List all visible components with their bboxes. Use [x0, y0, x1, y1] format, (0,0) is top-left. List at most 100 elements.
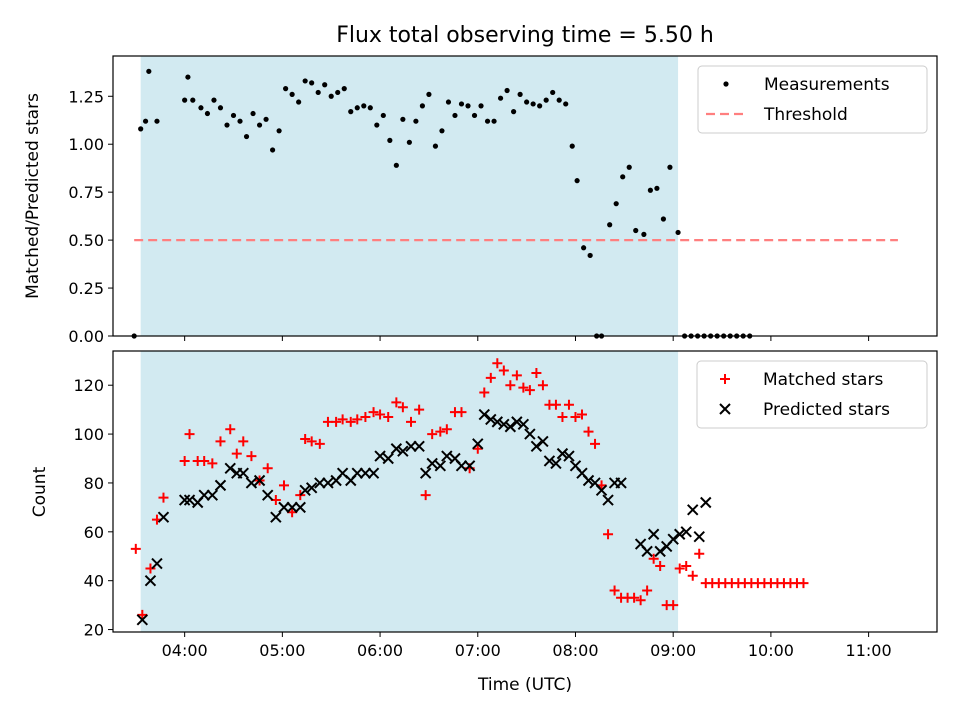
top-y-axis-label: Matched/Predicted stars [23, 93, 43, 299]
predicted-star-point [397, 445, 409, 457]
matched-star-point [331, 416, 342, 427]
predicted-star-point [543, 455, 556, 467]
measurement-point [263, 116, 269, 122]
measurement-point [142, 118, 149, 124]
predicted-star-point [595, 484, 608, 496]
bottom-panel-counts: 20 40 60 80 100 120 04:00 05:00 06:00 07:00 08:00 0… [73, 350, 938, 660]
legend-label: Threshold [763, 105, 848, 125]
matched-star-point [635, 595, 646, 606]
matched-star-point [590, 438, 601, 449]
predicted-star-point [245, 477, 258, 489]
predicted-star-point [261, 489, 274, 501]
matched-star-point [179, 455, 190, 466]
measurement-point [465, 103, 471, 109]
y-tick-label: 20 [84, 621, 104, 640]
matched-star-point [655, 561, 666, 572]
x-tick-label: 09:00 [650, 641, 696, 660]
matched-star-point [557, 411, 568, 422]
matched-star-point [456, 407, 467, 418]
measurement-point [626, 164, 632, 170]
y-tick-label: 80 [84, 474, 104, 493]
matched-star-point [246, 451, 257, 462]
matched-star-point [314, 438, 325, 449]
predicted-star-point [556, 447, 569, 460]
measurement-point [432, 143, 439, 149]
predicted-star-point [602, 494, 614, 506]
measurement-point [380, 112, 386, 119]
predicted-star-point [524, 428, 536, 440]
measurement-point [556, 97, 562, 103]
measurement-point [537, 103, 543, 109]
predicted-star-point [305, 482, 318, 494]
x-tick-label: 05:00 [259, 641, 305, 660]
y-tick-label: 1.25 [68, 87, 104, 106]
measurement-point [237, 118, 243, 124]
measurement-point [484, 118, 491, 124]
matched-star-point [406, 416, 417, 427]
measurement-point [361, 103, 367, 109]
bottom-x-axis-label: Time (UTC) [477, 675, 572, 695]
predicted-star-point [183, 494, 196, 506]
measurement-point [276, 128, 282, 134]
legend-plus-icon [720, 374, 730, 384]
legend-box [697, 65, 928, 134]
predicted-star-point [144, 574, 157, 587]
predicted-star-point [157, 511, 170, 523]
measurement-point [587, 252, 593, 259]
matched-star-point [524, 385, 535, 396]
matched-star-point [130, 543, 141, 554]
measurement-point [348, 109, 354, 115]
measurement-point [647, 187, 653, 193]
predicted-star-point [511, 416, 523, 428]
matched-star-point [798, 578, 809, 589]
measurement-point [204, 110, 211, 117]
matched-star-point [537, 380, 548, 391]
matched-star-point [687, 570, 698, 581]
measurement-point [633, 227, 639, 234]
predicted-star-point [322, 477, 334, 489]
x-tick-label: 04:00 [162, 641, 208, 660]
measurement-point [243, 133, 250, 140]
predicted-star-point [294, 501, 306, 514]
measurement-point [574, 178, 580, 184]
measurement-point [675, 229, 681, 236]
matched-star-point [238, 436, 249, 447]
predicted-star-point [178, 494, 191, 506]
predicted-star-point [700, 496, 712, 509]
series-predicted-stars [136, 408, 712, 626]
predicted-star-point [390, 443, 403, 455]
measurement-point [517, 91, 523, 97]
predicted-star-point [472, 438, 484, 450]
measurement-point [367, 105, 373, 111]
y-tick-label: 0.00 [68, 327, 104, 346]
matched-star-point [352, 414, 363, 425]
top-panel-ratio: 0.00 0.25 0.50 0.75 1.00 1.25 Measurements Thre… [68, 55, 938, 346]
measurement-point [581, 245, 587, 251]
measurement-point [250, 110, 256, 117]
measurement-point [452, 112, 458, 119]
legend-label: Matched stars [763, 370, 883, 390]
matched-star-point [231, 448, 242, 459]
legend-x-icon [719, 403, 731, 415]
measurement-point [341, 86, 347, 92]
series-matched-stars [130, 358, 809, 620]
measurement-point [426, 91, 432, 97]
matched-star-point [570, 411, 581, 422]
measurement-point [667, 164, 673, 170]
predicted-star-point [491, 416, 504, 428]
chart-title: Flux total observing time = 5.50 h [336, 23, 714, 48]
matched-star-point [681, 561, 692, 572]
matched-star-point [137, 609, 148, 620]
matched-star-point [158, 492, 169, 503]
predicted-star-point [517, 418, 530, 431]
measurement-point [400, 116, 406, 122]
predicted-star-point [299, 484, 311, 496]
legend-label: Measurements [764, 75, 890, 95]
predicted-star-point [214, 479, 227, 492]
measurement-point [269, 147, 276, 153]
matched-star-point [505, 380, 516, 391]
measurement-point [217, 105, 224, 111]
matched-star-point [492, 358, 503, 369]
